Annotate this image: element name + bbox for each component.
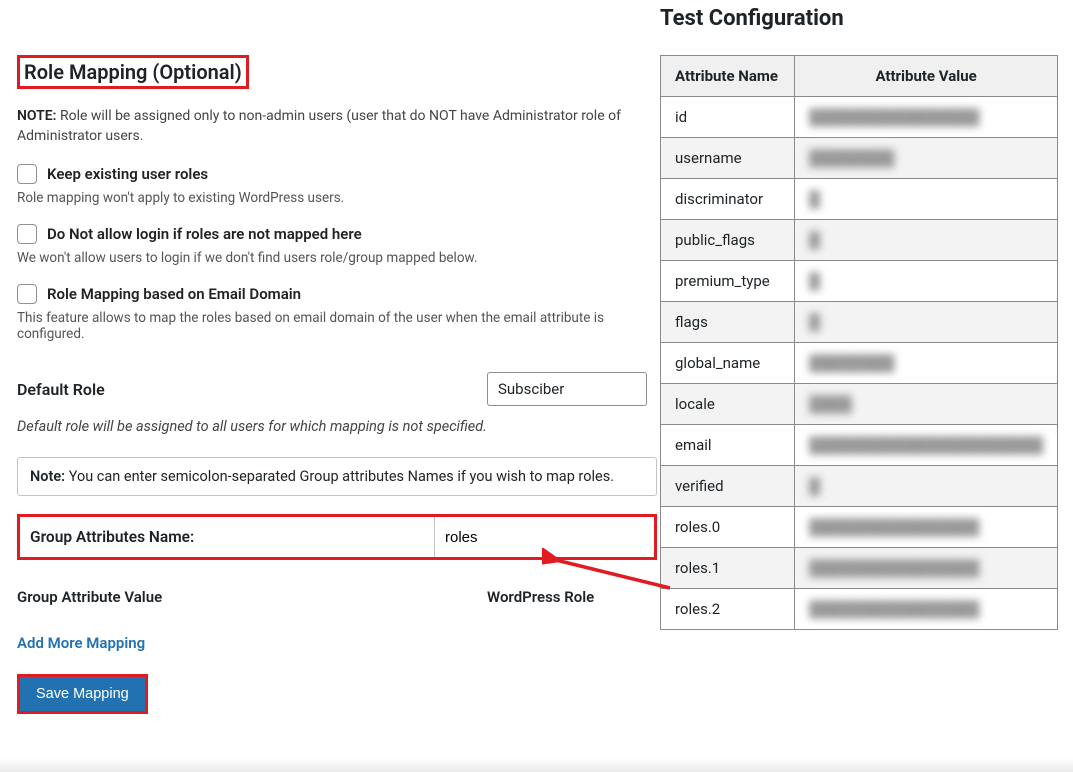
attr-value-cell: ████████ — [795, 138, 1058, 179]
blurred-value: ████████ — [809, 354, 894, 372]
note-line: NOTE: Role will be assigned only to non-… — [17, 107, 657, 146]
attr-name-cell: flags — [661, 302, 795, 343]
default-role-label: Default Role — [17, 380, 487, 399]
col-attribute-name: Attribute Name — [661, 56, 795, 97]
mapping-column-headers: Group Attribute Value WordPress Role — [17, 588, 657, 606]
blurred-value: ████ — [809, 395, 852, 413]
checkbox-row: Do Not allow login if roles are not mapp… — [17, 224, 657, 266]
checkbox-text: Keep existing user roles — [47, 165, 208, 183]
attribute-table: Attribute Name Attribute Value id███████… — [660, 55, 1058, 630]
group-attributes-input[interactable] — [434, 517, 654, 557]
attr-value-cell: █ — [795, 302, 1058, 343]
blurred-value: █ — [809, 190, 820, 208]
attr-value-cell: █ — [795, 466, 1058, 507]
blurred-value: ████████████████ — [809, 108, 979, 126]
blurred-value: ████████████████ — [809, 559, 979, 577]
attr-name-cell: premium_type — [661, 261, 795, 302]
note-prefix: NOTE: — [17, 108, 56, 124]
table-row: roles.1 ████████████████ — [661, 548, 1058, 589]
attr-value-cell: ████████████████ — [795, 97, 1058, 138]
attr-name-cell: email — [661, 425, 795, 466]
blurred-value: ██████████████████████ — [809, 436, 1043, 454]
col-attribute-value: Attribute Value — [795, 56, 1058, 97]
table-row: premium_type █ — [661, 261, 1058, 302]
blurred-value: █ — [809, 272, 820, 290]
checkbox-desc: We won't allow users to login if we don'… — [17, 250, 657, 266]
blurred-value: █ — [809, 313, 820, 331]
attr-name-cell: global_name — [661, 343, 795, 384]
checkbox-desc: This feature allows to map the roles bas… — [17, 310, 657, 342]
note-banner-prefix: Note: — [30, 468, 65, 485]
default-role-value: Subsciber — [498, 380, 564, 398]
group-attributes-label: Group Attributes Name: — [20, 528, 434, 546]
save-button-highlight: Save Mapping — [17, 674, 148, 714]
attr-name-cell: roles.2 — [661, 589, 795, 630]
checkbox-0[interactable] — [17, 164, 37, 184]
checkbox-text: Role Mapping based on Email Domain — [47, 285, 301, 303]
table-row: public_flags █ — [661, 220, 1058, 261]
note-text: Role will be assigned only to non-admin … — [17, 108, 621, 144]
default-role-desc: Default role will be assigned to all use… — [17, 418, 657, 435]
default-role-select[interactable]: Subsciber — [487, 372, 647, 406]
attr-name-cell: roles.0 — [661, 507, 795, 548]
attr-name-cell: discriminator — [661, 179, 795, 220]
note-banner: Note: You can enter semicolon-separated … — [17, 457, 657, 496]
attr-name-cell: verified — [661, 466, 795, 507]
checkbox-text: Do Not allow login if roles are not mapp… — [47, 225, 362, 243]
blurred-value: ████████ — [809, 149, 894, 167]
table-row: roles.2 ████████████████ — [661, 589, 1058, 630]
attr-name-cell: locale — [661, 384, 795, 425]
test-configuration-heading: Test Configuration — [660, 6, 1060, 31]
table-row: roles.0 ████████████████ — [661, 507, 1058, 548]
attr-value-cell: ████████ — [795, 343, 1058, 384]
table-row: username ████████ — [661, 138, 1058, 179]
col-group-attr-value: Group Attribute Value — [17, 588, 487, 606]
group-attributes-row: Group Attributes Name: — [17, 514, 657, 560]
checkbox-row: Keep existing user roles Role mapping won… — [17, 164, 657, 206]
attr-name-cell: roles.1 — [661, 548, 795, 589]
attr-name-cell: public_flags — [661, 220, 795, 261]
checkbox-row: Role Mapping based on Email Domain This f… — [17, 284, 657, 342]
note-banner-text: You can enter semicolon-separated Group … — [65, 468, 614, 485]
checkbox-desc: Role mapping won't apply to existing Wor… — [17, 190, 657, 206]
attr-name-cell: id — [661, 97, 795, 138]
table-row: verified █ — [661, 466, 1058, 507]
attr-value-cell: ████████████████ — [795, 589, 1058, 630]
role-mapping-panel: Role Mapping (Optional) NOTE: Role will … — [17, 55, 657, 714]
attr-value-cell: █ — [795, 261, 1058, 302]
checkbox-label[interactable]: Role Mapping based on Email Domain — [17, 284, 657, 304]
table-row: global_name ████████ — [661, 343, 1058, 384]
bottom-shadow — [0, 758, 1073, 772]
attr-name-cell: username — [661, 138, 795, 179]
default-role-row: Default Role Subsciber — [17, 372, 657, 406]
checkbox-1[interactable] — [17, 224, 37, 244]
blurred-value: ████████████████ — [809, 518, 979, 536]
blurred-value: █ — [809, 231, 820, 249]
blurred-value: █ — [809, 477, 820, 495]
attr-value-cell: ████ — [795, 384, 1058, 425]
checkbox-label[interactable]: Do Not allow login if roles are not mapp… — [17, 224, 657, 244]
test-configuration-panel: Test Configuration Attribute Name Attrib… — [660, 6, 1060, 630]
table-row: flags █ — [661, 302, 1058, 343]
blurred-value: ████████████████ — [809, 600, 979, 618]
checkbox-2[interactable] — [17, 284, 37, 304]
table-row: discriminator █ — [661, 179, 1058, 220]
save-mapping-button[interactable]: Save Mapping — [20, 677, 145, 711]
table-row: locale ████ — [661, 384, 1058, 425]
attr-value-cell: ██████████████████████ — [795, 425, 1058, 466]
table-row: id ████████████████ — [661, 97, 1058, 138]
attr-value-cell: ████████████████ — [795, 507, 1058, 548]
heading-highlight: Role Mapping (Optional) — [17, 55, 249, 89]
attr-value-cell: ████████████████ — [795, 548, 1058, 589]
attr-value-cell: █ — [795, 220, 1058, 261]
section-heading: Role Mapping (Optional) — [20, 58, 246, 86]
add-more-mapping-link[interactable]: Add More Mapping — [17, 634, 657, 652]
table-row: email ██████████████████████ — [661, 425, 1058, 466]
col-wordpress-role: WordPress Role — [487, 588, 594, 606]
checkbox-label[interactable]: Keep existing user roles — [17, 164, 657, 184]
attr-value-cell: █ — [795, 179, 1058, 220]
